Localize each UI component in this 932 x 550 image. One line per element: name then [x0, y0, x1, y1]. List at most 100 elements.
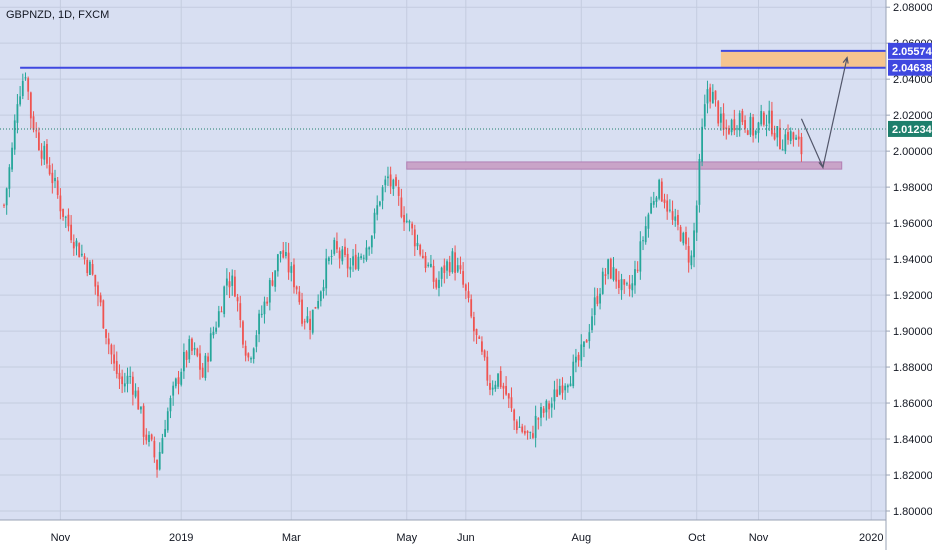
candle-down [771, 110, 773, 135]
candle-down [432, 265, 435, 282]
candle-up [13, 120, 16, 150]
current-price-badge [888, 120, 932, 137]
candle-up [738, 113, 741, 131]
candle-up [24, 77, 27, 79]
y-tick-label: 1.94000 [893, 254, 932, 266]
candle-down [56, 180, 59, 195]
candle-up [180, 371, 183, 385]
candle-up [129, 376, 132, 378]
candle-up [703, 104, 706, 127]
candle-down [744, 120, 746, 129]
candle-down [725, 127, 728, 129]
candle-up [158, 451, 161, 470]
candle-up [642, 240, 644, 242]
candle-up [706, 89, 709, 104]
candle-up [497, 373, 499, 387]
candle-down [239, 303, 242, 321]
candle-down [513, 409, 516, 421]
candle-down [115, 361, 118, 374]
candle-up [550, 403, 553, 408]
candle-up [379, 201, 381, 206]
candle-up [599, 293, 601, 304]
candle-down [660, 181, 663, 202]
candle-down [542, 408, 545, 413]
candle-up [405, 220, 408, 223]
candle-up [365, 247, 368, 260]
candle-down [242, 321, 244, 345]
candle-down [773, 132, 776, 140]
candle-up [529, 431, 532, 433]
candle-up [569, 383, 572, 387]
candle-down [685, 232, 687, 245]
candle-up [639, 241, 642, 272]
candle-down [483, 350, 486, 358]
candle-down [67, 214, 70, 227]
time-axis-panel[interactable] [0, 520, 886, 550]
candle-down [107, 338, 110, 345]
candle-down [424, 255, 427, 268]
candle-up [634, 269, 636, 286]
candle-up [768, 110, 771, 124]
candle-up [781, 149, 784, 151]
candle-up [626, 283, 628, 285]
y-tick-label: 1.98000 [893, 182, 932, 194]
candle-down [196, 348, 199, 356]
candle-up [134, 390, 137, 397]
candle-down [247, 353, 250, 358]
level-badge-resistance [888, 59, 932, 76]
candle-up [566, 385, 569, 388]
candle-down [481, 341, 483, 352]
candle-down [403, 214, 405, 223]
candle-up [290, 266, 293, 273]
candle-down [752, 117, 755, 136]
price-axis-panel[interactable] [886, 0, 932, 550]
candle-up [362, 257, 365, 259]
supply-zone [720, 50, 886, 68]
x-tick-label: 2020 [859, 532, 883, 544]
candle-up [701, 126, 703, 162]
candle-up [16, 104, 19, 123]
candle-down [728, 128, 730, 134]
candle-up [43, 145, 46, 160]
candle-up [75, 240, 78, 247]
candle-up [166, 411, 169, 431]
candle-up [212, 331, 215, 336]
candle-down [207, 356, 209, 362]
y-tick-label: 1.82000 [893, 470, 932, 482]
candle-up [263, 301, 266, 315]
candle-up [572, 361, 575, 387]
candle-up [438, 279, 440, 289]
candle-down [86, 260, 89, 274]
candle-down [537, 418, 540, 420]
candle-down [282, 250, 285, 258]
candle-up [225, 278, 228, 286]
candle-up [89, 261, 91, 275]
candle-down [462, 271, 465, 285]
candle-down [32, 116, 35, 130]
candle-down [244, 345, 247, 356]
grid-layer [0, 0, 886, 520]
candle-up [776, 126, 779, 138]
y-tick-label: 1.84000 [893, 434, 932, 446]
candle-down [94, 274, 97, 287]
candle-down [99, 295, 102, 303]
candle-up [54, 177, 56, 182]
candle-down [448, 262, 451, 273]
y-tick-label: 1.86000 [893, 398, 932, 410]
candle-up [322, 287, 325, 292]
candle-down [397, 187, 400, 196]
candle-up [754, 130, 757, 135]
candle-down [220, 311, 223, 313]
x-tick-label: 2019 [169, 532, 193, 544]
candle-up [668, 209, 671, 211]
candle-up [330, 255, 333, 257]
candle-up [430, 263, 432, 267]
zone-layer [406, 50, 886, 170]
candle-up [11, 147, 13, 170]
candle-down [293, 264, 295, 288]
candle-down [617, 279, 620, 288]
candle-down [27, 78, 30, 92]
candle-down [354, 254, 357, 269]
